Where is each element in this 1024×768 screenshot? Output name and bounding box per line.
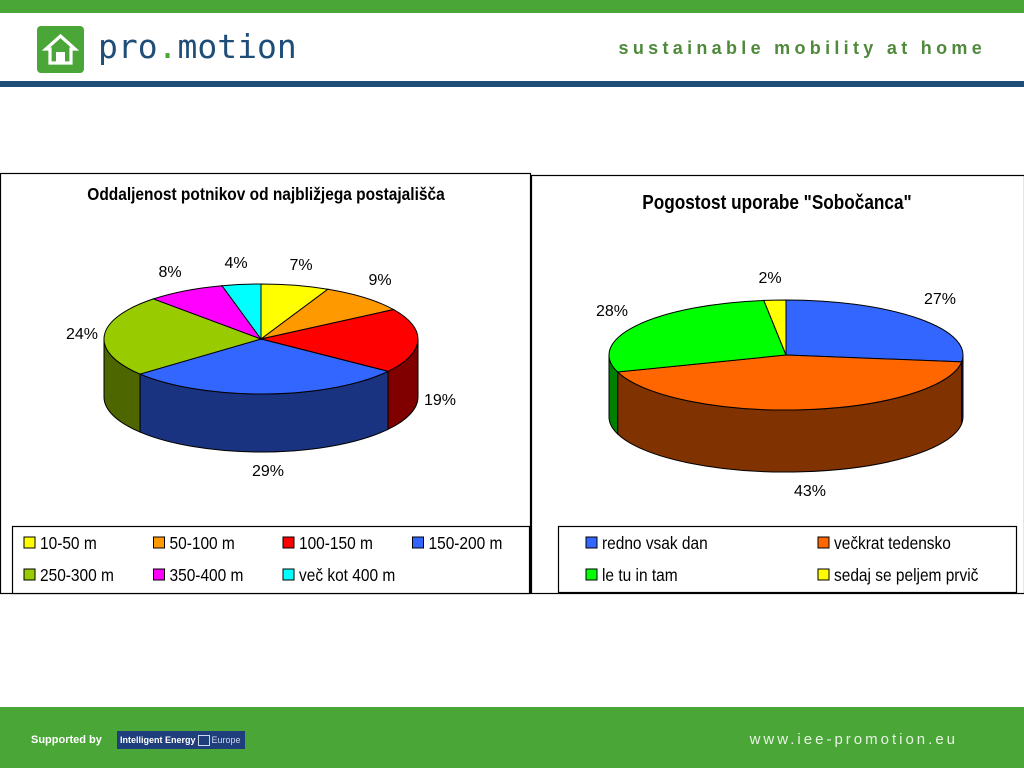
pie-slice: [103, 298, 263, 375]
legend-swatch: [817, 568, 830, 581]
pie-slice: [616, 354, 963, 411]
pie-sides: [103, 338, 419, 453]
legend-swatch: [585, 568, 598, 581]
legend-label: 100-150 m: [299, 533, 373, 553]
legend-swatch: [282, 536, 295, 549]
legend-label: 350-400 m: [169, 565, 243, 585]
data-label: 24%: [66, 326, 98, 343]
data-label: 19%: [424, 392, 456, 409]
legend-label: sedaj se peljem prvič: [834, 565, 978, 585]
pie-slice: [260, 309, 419, 372]
logo-text: pro.motion: [98, 27, 297, 66]
legend-swatch: [23, 568, 36, 581]
data-label: 43%: [794, 483, 826, 500]
header: pro.motion sustainable mobility at home: [0, 13, 1024, 81]
data-label: 9%: [368, 272, 391, 289]
data-label: 27%: [924, 291, 956, 308]
data-label: 8%: [158, 264, 181, 281]
pie-chart-1: Oddaljenost potnikov od najbližjega post…: [0, 172, 532, 595]
pie-slice: [221, 283, 262, 341]
chart-legend: 10-50 m 50-100 m 100-150 m 150-200 m 250-300…: [11, 525, 531, 595]
pie-slice: [138, 338, 390, 395]
legend-label: 10-50 m: [40, 533, 97, 553]
legend-label: 250-300 m: [40, 565, 114, 585]
legend-label: 50-100 m: [169, 533, 234, 553]
pie-slice: [785, 299, 964, 363]
data-label: 4%: [224, 255, 247, 272]
home-icon: [37, 26, 84, 73]
pie-slice: [260, 288, 395, 340]
data-label: 29%: [252, 463, 284, 480]
legend-swatch: [23, 536, 36, 549]
chart-title: Pogostost uporabe "Sobočanca": [642, 191, 911, 214]
legend-swatch: [412, 536, 424, 549]
chart-title: Oddaljenost potnikov od najbližjega post…: [87, 184, 445, 204]
data-label: 7%: [289, 257, 312, 274]
legend-swatch: [153, 568, 165, 581]
chart-legend: redno vsak dan večkrat tedensko le tu in t…: [557, 525, 1018, 594]
legend-label: redno vsak dan: [602, 533, 708, 553]
pie-chart-2: Pogostost uporabe "Sobočanca" 27% 43% 28% 2%…: [530, 174, 1024, 595]
data-label: 2%: [758, 270, 781, 287]
pie-slice: [608, 299, 787, 373]
header-divider: [0, 81, 1024, 87]
footer: Supported by Intelligent Energy Europe ww…: [0, 707, 1024, 768]
intelligent-energy-europe-logo: Intelligent Energy Europe: [117, 731, 245, 749]
legend-swatch: [817, 536, 830, 549]
supported-by-label: Supported by: [31, 734, 102, 746]
legend-swatch: [153, 536, 165, 549]
legend-label: 150-200 m: [428, 533, 502, 553]
legend-swatch: [585, 536, 598, 549]
pie-slice: [763, 299, 787, 356]
data-label: 28%: [596, 303, 628, 320]
legend-label: le tu in tam: [602, 565, 678, 585]
legend-label: večkrat tedensko: [834, 533, 951, 553]
tagline: sustainable mobility at home: [618, 38, 986, 58]
legend-label: več kot 400 m: [299, 565, 395, 585]
legend-swatch: [282, 568, 295, 581]
top-green-bar: [0, 0, 1024, 13]
website-url[interactable]: www.iee-promotion.eu: [749, 731, 958, 748]
